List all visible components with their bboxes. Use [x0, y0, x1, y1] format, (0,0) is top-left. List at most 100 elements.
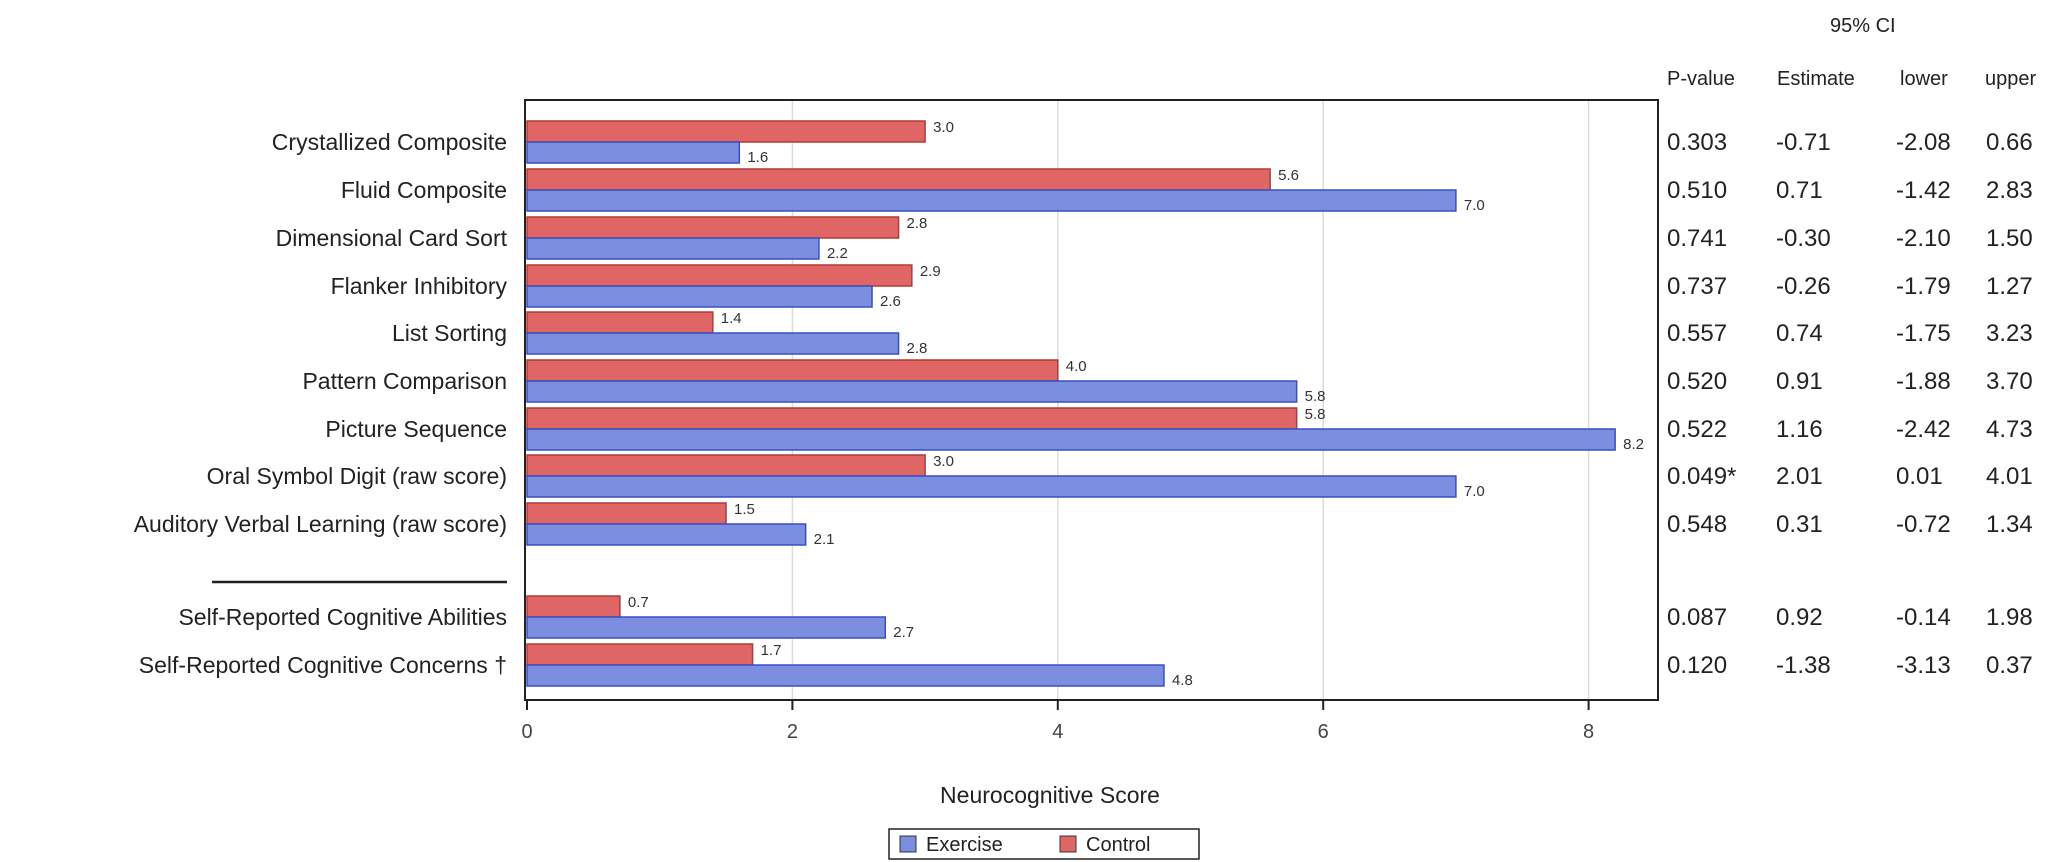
x-tick-label: 0 [521, 721, 532, 743]
control-value-label: 5.6 [1278, 167, 1299, 184]
stats-cell: -0.30 [1776, 225, 1831, 252]
exercise-bar [526, 664, 1165, 687]
exercise-bar [526, 237, 820, 260]
stats-cell: -1.42 [1896, 177, 1951, 204]
exercise-value-label: 2.6 [880, 293, 901, 310]
stats-cell: 0.548 [1667, 511, 1727, 538]
exercise-value-label: 2.7 [893, 624, 914, 641]
legend-box [888, 828, 1200, 860]
exercise-bar [526, 428, 1616, 451]
stats-cell: 0.737 [1667, 273, 1727, 300]
exercise-value-label: 8.2 [1623, 436, 1644, 453]
legend-swatch [1059, 835, 1077, 853]
stats-cell: 0.31 [1776, 511, 1823, 538]
control-value-label: 1.4 [721, 310, 742, 327]
stats-cell: 0.37 [1986, 652, 2033, 679]
category-label: Pattern Comparison [302, 368, 507, 394]
x-tick-label: 8 [1583, 721, 1594, 743]
control-bar [526, 216, 900, 239]
control-value-label: 3.0 [933, 453, 954, 470]
control-bar [526, 311, 714, 334]
exercise-value-label: 5.8 [1305, 388, 1326, 405]
category-label: Self-Reported Cognitive Abilities [178, 604, 507, 630]
control-bar [526, 502, 727, 525]
category-label: Auditory Verbal Learning (raw score) [134, 511, 507, 537]
ci-group-header-suffix: . [1890, 15, 1896, 37]
x-tick-label: 6 [1318, 721, 1329, 743]
exercise-bar [526, 285, 873, 308]
control-bar [526, 120, 926, 143]
control-value-label: 4.0 [1066, 358, 1087, 375]
stats-cell: -1.38 [1776, 652, 1831, 679]
stats-cell: 0.91 [1776, 368, 1823, 395]
legend-label: Control [1086, 834, 1150, 856]
exercise-value-label: 2.1 [814, 531, 835, 548]
category-label: Crystallized Composite [272, 129, 507, 155]
stats-cell: 0.71 [1776, 177, 1823, 204]
stats-column-header: Estimate [1777, 68, 1855, 90]
stats-table: 95% CI. P-value Estimate lower upper 0.303 -0.… [1667, 15, 2036, 679]
stats-cell: 0.92 [1776, 604, 1823, 631]
stats-column-header: upper [1985, 68, 2036, 90]
exercise-value-label: 7.0 [1464, 483, 1485, 500]
stats-cell: 1.34 [1986, 511, 2033, 538]
stats-cell: 4.01 [1986, 463, 2033, 490]
stats-cell: 2.83 [1986, 177, 2033, 204]
legend-swatch [899, 835, 917, 853]
stats-cell: 4.73 [1986, 416, 2033, 443]
x-tick-label: 4 [1052, 721, 1063, 743]
stats-cell: 1.27 [1986, 273, 2033, 300]
stats-cell: -0.26 [1776, 273, 1831, 300]
stats-cell: 0.120 [1667, 652, 1727, 679]
stats-cell: 0.049* [1667, 463, 1736, 490]
stats-cell: 1.16 [1776, 416, 1823, 443]
control-value-label: 1.5 [734, 501, 755, 518]
stats-cell: -0.14 [1896, 604, 1951, 631]
control-bar [526, 407, 1298, 430]
exercise-bar [526, 332, 900, 355]
category-label: Flanker Inhibitory [331, 273, 508, 299]
stats-cell: 1.50 [1986, 225, 2033, 252]
control-bar [526, 359, 1059, 382]
control-value-label: 2.9 [920, 263, 941, 280]
stats-cell: 0.510 [1667, 177, 1727, 204]
exercise-bar [526, 380, 1298, 403]
category-label: Dimensional Card Sort [276, 225, 508, 251]
exercise-bar [526, 616, 887, 639]
control-value-label: 0.7 [628, 594, 649, 611]
stats-cell: 2.01 [1776, 463, 1823, 490]
control-bar [526, 595, 621, 618]
plot-frame [524, 99, 1659, 701]
legend-label: Exercise [926, 834, 1003, 856]
category-label: Oral Symbol Digit (raw score) [207, 463, 507, 489]
stats-cell: -2.10 [1896, 225, 1951, 252]
x-axis-title: Neurocognitive Score [940, 782, 1160, 808]
control-bar [526, 454, 926, 477]
category-label: List Sorting [392, 320, 507, 346]
stats-cell: 3.70 [1986, 368, 2033, 395]
stats-cell: 0.520 [1667, 368, 1727, 395]
category-label: Fluid Composite [341, 177, 507, 203]
exercise-bar [526, 475, 1457, 498]
stats-cell: -0.72 [1896, 511, 1951, 538]
category-labels: Crystallized Composite Fluid Composite Dim… [134, 129, 508, 678]
control-value-label: 5.8 [1305, 406, 1326, 423]
stats-cell: -2.08 [1896, 129, 1951, 156]
exercise-value-label: 1.6 [747, 149, 768, 166]
stats-cell: 0.303 [1667, 129, 1727, 156]
stats-cell: 1.98 [1986, 604, 2033, 631]
bars: 3.0 1.6 5.6 7.0 2.8 2.2 2.9 2.6 1.4 2.8 4.0 5.85.8 8… [526, 119, 1644, 689]
category-label: Self-Reported Cognitive Concerns † [139, 652, 507, 678]
category-label: Picture Sequence [325, 416, 507, 442]
x-tick-label: 2 [787, 721, 798, 743]
exercise-bar [526, 141, 741, 164]
ci-group-header: 95% CI [1830, 15, 1896, 37]
stats-cell: 0.557 [1667, 320, 1727, 347]
exercise-value-label: 2.2 [827, 245, 848, 262]
exercise-value-label: 2.8 [907, 340, 928, 357]
stats-cell: -2.42 [1896, 416, 1951, 443]
stats-cell: 0.087 [1667, 604, 1727, 631]
control-value-label: 3.0 [933, 119, 954, 136]
x-axis-ticks: 0 2 4 6 8 [521, 700, 1594, 743]
